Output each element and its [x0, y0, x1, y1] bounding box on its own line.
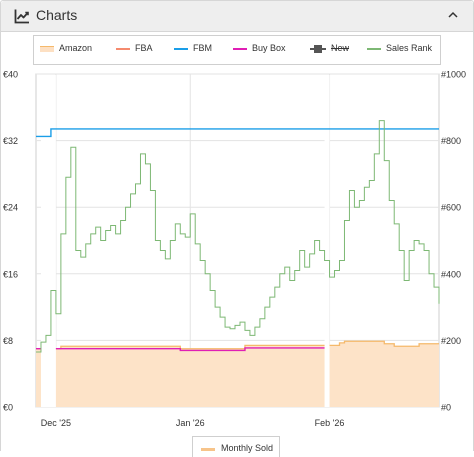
x-tick-label: Dec '25 — [41, 418, 71, 428]
y-left-tick-label: €8 — [3, 336, 13, 346]
legend-swatch-fba — [116, 47, 130, 50]
y-left-tick-label: €40 — [3, 70, 18, 80]
y-left-tick-label: €16 — [3, 269, 18, 279]
legend-item-sales-rank[interactable]: Sales Rank — [367, 43, 432, 53]
y-right-tick-label: #200 — [441, 336, 461, 346]
legend-item-amazon[interactable]: Amazon — [40, 43, 92, 53]
series-buy-box-line — [36, 347, 325, 352]
series-amazon-line — [36, 340, 439, 350]
series-amazon-area — [36, 341, 439, 407]
legend-swatch-new — [310, 44, 326, 53]
x-tick-label: Feb '26 — [315, 418, 345, 428]
legend-swatch-fbm — [174, 47, 188, 50]
y-right-tick-label: #400 — [441, 269, 461, 279]
legend-item-fba[interactable]: FBA — [116, 43, 153, 53]
legend-item-fbm[interactable]: FBM — [174, 43, 212, 53]
charts-panel-header[interactable]: Charts — [1, 1, 473, 32]
chart-legend: Amazon FBA FBM Buy Box New Sales Rank — [33, 35, 441, 65]
y-right-tick-label: #0 — [441, 403, 451, 413]
y-right-tick-label: #1000 — [441, 70, 466, 80]
series-sales-rank-line — [36, 120, 440, 353]
series-fbm-line — [36, 128, 439, 138]
y-right-tick-label: #800 — [441, 136, 461, 146]
x-tick-label: Jan '26 — [176, 418, 205, 428]
legend-swatch-buy-box — [233, 47, 247, 50]
y-left-tick-label: €32 — [3, 136, 18, 146]
series-gap — [324, 75, 330, 407]
y-right-tick-label: #600 — [441, 203, 461, 213]
series-gap — [40, 75, 56, 407]
legend-item-monthly-sold[interactable]: Monthly Sold — [192, 436, 280, 457]
legend-swatch-amazon — [40, 45, 54, 52]
panel-title: Charts — [36, 7, 78, 23]
line-chart-icon — [14, 9, 29, 24]
chevron-up-icon[interactable] — [447, 9, 459, 21]
legend-swatch-sales-rank — [367, 47, 381, 50]
y-left-tick-label: €0 — [3, 403, 13, 413]
legend-item-buy-box[interactable]: Buy Box — [233, 43, 286, 53]
y-left-tick-label: €24 — [3, 203, 18, 213]
legend-item-new[interactable]: New — [310, 43, 349, 53]
